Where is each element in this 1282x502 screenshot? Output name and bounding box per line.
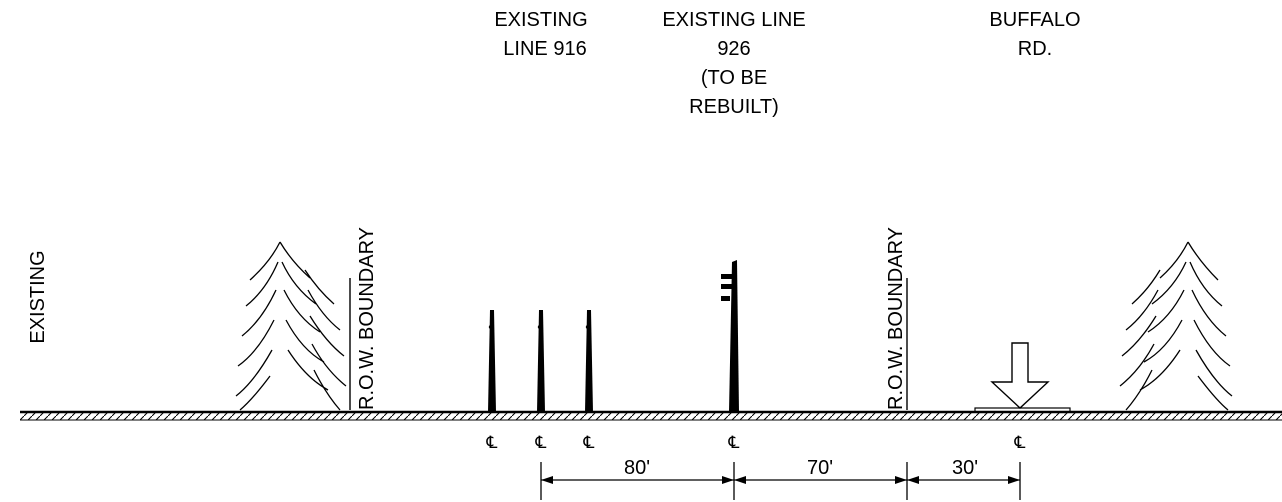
row-boundary-label: R.O.W. BOUNDARY xyxy=(885,227,907,410)
row-boundary-label: R.O.W. BOUNDARY xyxy=(356,227,378,410)
centerline-symbol: ℄ xyxy=(583,433,595,453)
tree xyxy=(235,241,347,411)
road-arrow xyxy=(990,342,1050,409)
label-line: LINE 916 xyxy=(503,38,586,60)
pole xyxy=(537,310,545,412)
dimension-label: 80' xyxy=(624,457,650,479)
pole xyxy=(721,260,739,412)
label-line: EXISTING LINE xyxy=(662,9,805,31)
pole xyxy=(585,310,593,412)
centerline-symbol: ℄ xyxy=(535,433,547,453)
label-line: REBUILT) xyxy=(689,96,779,118)
label-line: EXISTING xyxy=(494,9,587,31)
centerline-symbol: ℄ xyxy=(728,433,740,453)
line-916-label: EXISTING LINE 916 xyxy=(494,9,587,60)
label-line: BUFFALO xyxy=(989,9,1080,31)
label-line: (TO BE xyxy=(701,67,767,89)
road-label: BUFFALO RD. xyxy=(989,9,1080,60)
dimension-label: 70' xyxy=(807,457,833,479)
tree xyxy=(1119,241,1233,411)
ground-hatch xyxy=(20,412,1282,420)
dimension-lines xyxy=(540,462,1021,500)
centerline-symbol: ℄ xyxy=(1014,433,1026,453)
dimension-label: 30' xyxy=(952,457,978,479)
section-label: EXISTING xyxy=(27,250,49,343)
line-926-label: EXISTING LINE 926 (TO BE REBUILT) xyxy=(662,9,805,118)
pole xyxy=(488,310,496,412)
label-line: 926 xyxy=(717,38,750,60)
road xyxy=(974,407,1071,413)
label-line: RD. xyxy=(1018,38,1052,60)
centerline-symbol: ℄ xyxy=(486,433,498,453)
